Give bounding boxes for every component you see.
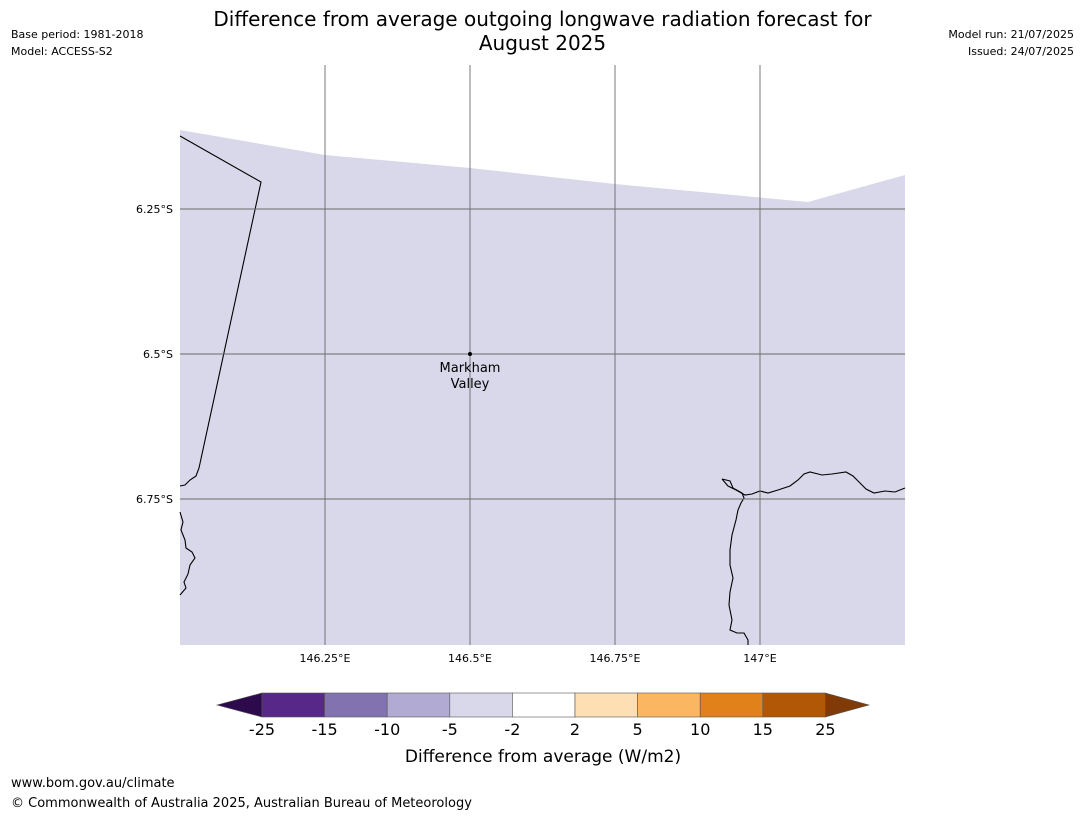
colorbar-title: Difference from average (W/m2) — [405, 747, 681, 767]
coastline-east — [721, 471, 906, 496]
colorbar-tick-7: 5 — [633, 720, 643, 739]
lat-label-6.75: 6.75°S — [136, 493, 173, 506]
footer: www.bom.gov.au/climate © Commonwealth of… — [11, 774, 472, 814]
colorbar-bin-7 — [637, 692, 701, 718]
colorbar-tick-5: -2 — [504, 720, 520, 739]
colorbar-bin-2 — [324, 692, 388, 718]
footer-copyright: © Commonwealth of Australia 2025, Austra… — [11, 796, 472, 811]
colorbar-tick-9: 15 — [753, 720, 773, 739]
colorbar-bin-4 — [449, 692, 513, 718]
chart-title: Difference from average outgoing longwav… — [0, 7, 1085, 55]
model-run: Model run: 21/07/2025 — [948, 28, 1074, 41]
issued-date: Issued: 24/07/2025 — [967, 45, 1074, 58]
colorbar-bin-1 — [261, 692, 325, 718]
colorbar-extend-max — [825, 692, 871, 718]
colorbar-bin-6 — [574, 692, 638, 718]
colorbar-tick-8: 10 — [690, 720, 710, 739]
border-line — [179, 135, 262, 487]
title-line-1: Difference from average outgoing longwav… — [213, 7, 872, 31]
colorbar-tick-6: 2 — [570, 720, 580, 739]
colorbar-bin-8 — [699, 692, 764, 718]
footer-url: www.bom.gov.au/climate — [11, 776, 175, 791]
lon-label-146.5: 146.5°E — [448, 652, 492, 665]
meta-left: Base period: 1981-2018 Model: ACCESS-S2 — [11, 26, 143, 60]
colorbar-bin-9 — [762, 692, 826, 718]
colorbar-extend-min — [215, 692, 263, 718]
colorbar-tick-1: -25 — [249, 720, 275, 739]
colorbar-tick-4: -5 — [442, 720, 458, 739]
colorbar-tick-2: -15 — [312, 720, 338, 739]
graticule — [180, 65, 905, 645]
place-marker — [468, 352, 472, 356]
colorbar-tick-10: 25 — [815, 720, 835, 739]
colorbar: -25 -15 -10 -5 -2 2 5 10 15 25 Differenc… — [215, 692, 871, 767]
coastline-west — [179, 511, 196, 596]
base-period: Base period: 1981-2018 — [11, 28, 144, 41]
title-line-2: August 2025 — [478, 31, 607, 55]
colorbar-tick-3: -10 — [374, 720, 400, 739]
lat-label-6.25: 6.25°S — [136, 203, 173, 216]
place-label-line-2: Valley — [451, 377, 490, 392]
lat-label-6.5: 6.5°S — [143, 348, 173, 361]
colorbar-bin-5 — [512, 692, 576, 718]
anomaly-field — [180, 130, 905, 645]
colorbar-bin-3 — [386, 692, 451, 718]
lon-label-146.75: 146.75°E — [590, 652, 641, 665]
meta-right: Model run: 21/07/2025 Issued: 24/07/2025 — [948, 26, 1074, 60]
model-name: Model: ACCESS-S2 — [11, 45, 113, 58]
lon-label-147: 147°E — [743, 652, 776, 665]
lon-label-146.25: 146.25°E — [300, 652, 351, 665]
place-label-line-1: Markham — [440, 361, 501, 376]
